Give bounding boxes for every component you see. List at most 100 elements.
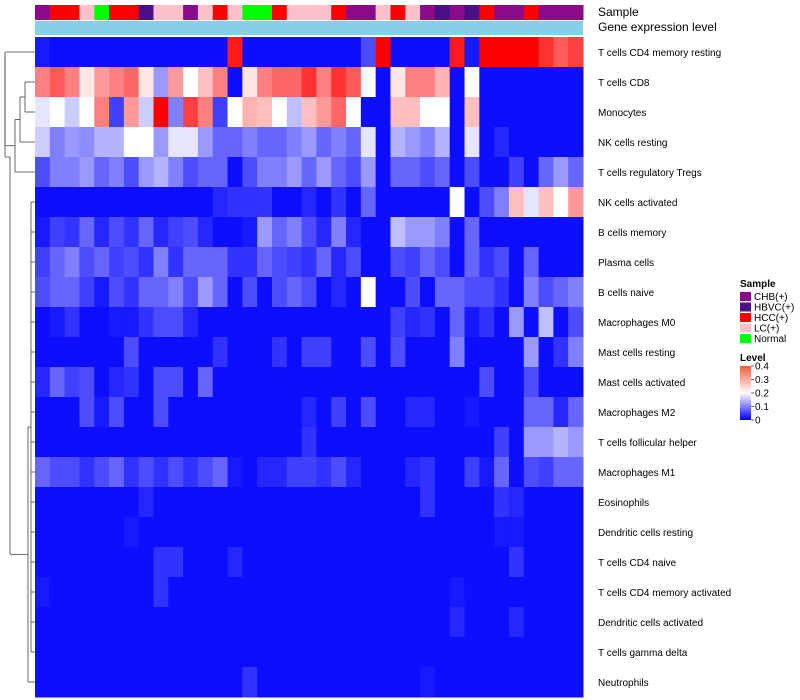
heatmap-cell [553,97,569,128]
sample-annotation-cell [197,5,214,20]
sample-annotation-cell [271,5,288,20]
sample-annotation-cell [257,5,273,20]
sample-annotation-cell [331,5,347,20]
heatmap-cell [331,187,347,218]
heatmap-cell [449,307,466,338]
heatmap-cell [390,277,406,308]
sample-annotation-cell [212,5,229,20]
heatmap-cell [434,547,451,578]
heatmap-cell [434,247,451,278]
heatmap-cell [227,187,243,218]
sample-annotation-cell [538,5,554,20]
heatmap-cell [375,667,391,698]
heatmap-cell [434,277,451,308]
heatmap-cell [538,667,554,698]
heatmap-cell [568,487,584,518]
heatmap-cell [449,367,466,398]
heatmap-cell [375,277,391,308]
heatmap-cell [242,487,258,518]
heatmap-cell [242,547,258,578]
heatmap-cell [301,427,317,458]
heatmap-cell [227,607,243,638]
heatmap-cell [242,637,258,668]
row-label: Mast cells activated [598,378,685,389]
heatmap-cell [301,367,317,398]
sample-annotation-cell [434,5,451,20]
heatmap-cell [464,277,480,308]
heatmap-cell [301,667,317,698]
heatmap-cell [434,487,451,518]
heatmap-cell [109,487,125,518]
heatmap-cell [553,37,569,68]
heatmap-cell [316,547,332,578]
heatmap-cell [227,517,243,548]
heatmap-cell [138,277,154,308]
heatmap-cell [568,67,584,98]
heatmap-cell [94,157,110,188]
heatmap-cell [301,457,317,488]
heatmap-cell [301,637,317,668]
heatmap-cell [375,397,391,428]
heatmap-cell [553,487,569,518]
heatmap-cell [346,397,362,428]
heatmap-cell [123,337,140,368]
heatmap-cell [568,397,584,428]
heatmap-cell [286,277,303,308]
heatmap-cell [227,37,243,68]
level-legend-title: Level [740,353,766,364]
heatmap-cell [434,457,451,488]
heatmap-cell [35,157,51,188]
heatmap-cell [242,397,258,428]
heatmap-cell [227,157,243,188]
heatmap-cell [79,67,95,98]
heatmap-cell [553,247,569,278]
heatmap-cell [568,157,584,188]
heatmap-cell [375,547,391,578]
heatmap-cell [64,187,80,218]
heatmap-cell [538,517,554,548]
sample-annotation-cell [35,5,51,20]
heatmap-cell [49,637,66,668]
heatmap-cell [568,337,584,368]
heatmap-cell [109,97,125,128]
heatmap-cell [257,367,273,398]
heatmap-cell [35,457,51,488]
heatmap-cell [316,457,332,488]
heatmap-cell [331,517,347,548]
heatmap-cell [64,427,80,458]
heatmap-cell [316,187,332,218]
heatmap-cell [109,577,125,608]
heatmap-cell [494,337,510,368]
heatmap-cell [138,37,154,68]
heatmap-cell [79,187,95,218]
heatmap-cell [479,157,495,188]
row-label: T cells CD4 memory resting [598,48,721,59]
heatmap-cell [553,367,569,398]
heatmap-cell [183,127,199,158]
heatmap-cell [464,217,480,248]
heatmap-cell [212,127,229,158]
sample-annotation-cell [508,5,525,20]
heatmap-cell [35,577,51,608]
heatmap-cell [138,637,154,668]
heatmap-cell [197,127,214,158]
heatmap-cell [138,427,154,458]
heatmap-cell [316,37,332,68]
heatmap-cell [227,217,243,248]
heatmap-cell [94,247,110,278]
heatmap-cell [420,577,436,608]
heatmap-cell [375,427,391,458]
heatmap-cell [64,607,80,638]
heatmap-cell [464,127,480,158]
heatmap-cell [94,367,110,398]
heatmap-cell [494,547,510,578]
heatmap-cell [494,517,510,548]
heatmap-cell [331,427,347,458]
heatmap-cell [94,97,110,128]
heatmap-cell [360,547,377,578]
sample-annotation-cell [123,5,140,20]
heatmap-cell [197,277,214,308]
heatmap-cell [568,577,584,608]
heatmap-cell [331,307,347,338]
heatmap-cell [79,547,95,578]
